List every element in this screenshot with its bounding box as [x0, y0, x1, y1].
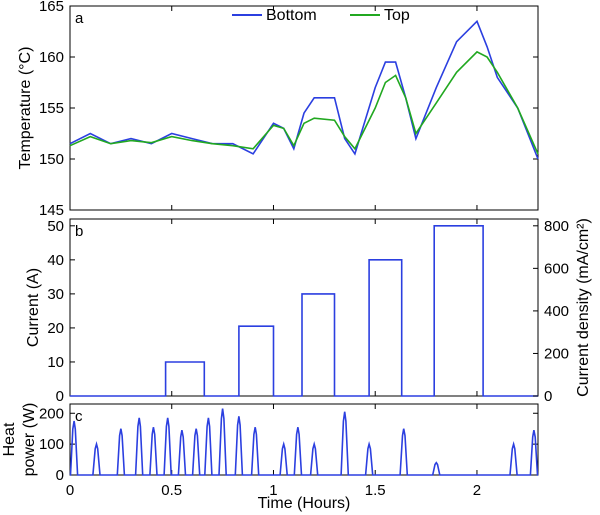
y-axis-label-right: Current density (mA/cm²): [575, 218, 592, 397]
y-tick-label: 150: [39, 151, 64, 168]
y-tick-label: 165: [39, 0, 64, 15]
y-tick-label: 145: [39, 202, 64, 219]
plot-frame: [69, 5, 539, 211]
series-line-bottom: [69, 19, 539, 160]
y-tick-label: 0: [56, 388, 64, 405]
y-tick-label: 160: [39, 49, 64, 66]
panel-b-current: 0 10 20 30 40 50 b 0 200 400 600 800 Current (A) Curr…: [25, 218, 592, 405]
panel-label: a: [75, 10, 84, 27]
x-tick-label: 2: [473, 482, 481, 499]
series-line-current: [70, 225, 538, 397]
panel-c-heat-power: 0 100 200 0 0.5 1 1.5 2 c Heat power (W) Time (Hour…: [1, 403, 539, 512]
x-tick-label: 1: [269, 482, 277, 499]
series-line-heat-power: [69, 408, 539, 476]
y-tick-label: 10: [47, 354, 64, 371]
legend-label-bottom: Bottom: [266, 7, 317, 24]
legend-label-top: Top: [384, 7, 410, 24]
y-tick-label: 100: [39, 436, 64, 453]
panel-label: b: [75, 223, 83, 240]
y-axis-label-line-2: power (W): [21, 403, 38, 477]
plot-frame: [69, 403, 539, 476]
x-tick-label: 0: [66, 482, 74, 499]
y-axis-label: Current (A): [25, 268, 42, 347]
y-tick-label: 0: [56, 467, 64, 484]
panel-label: c: [75, 408, 83, 425]
x-axis-label: Time (Hours): [258, 495, 351, 512]
y-right-tick-label: 600: [544, 260, 569, 277]
y-tick-label: 40: [47, 252, 64, 269]
y-tick-label: 50: [47, 218, 64, 235]
y-tick-label: 200: [39, 405, 64, 422]
x-tick-label: 0.5: [161, 482, 182, 499]
y-tick-label: 30: [47, 286, 64, 303]
y-right-tick-label: 800: [544, 218, 569, 235]
y-right-tick-label: 400: [544, 303, 569, 320]
x-tick-label: 1.5: [365, 482, 386, 499]
y-axis-label-line-1: Heat: [1, 422, 18, 456]
series-line-top: [69, 50, 539, 155]
y-tick-label: 20: [47, 320, 64, 337]
y-right-tick-label: 0: [544, 388, 552, 405]
y-right-tick-label: 200: [544, 345, 569, 362]
y-tick-label: 155: [39, 100, 64, 117]
plot-frame: [69, 218, 539, 397]
panel-a-temperature: 145 150 155 160 165 a Temperature (°C) Bottom To…: [17, 0, 539, 219]
y-axis-label: Temperature (°C): [17, 47, 34, 170]
